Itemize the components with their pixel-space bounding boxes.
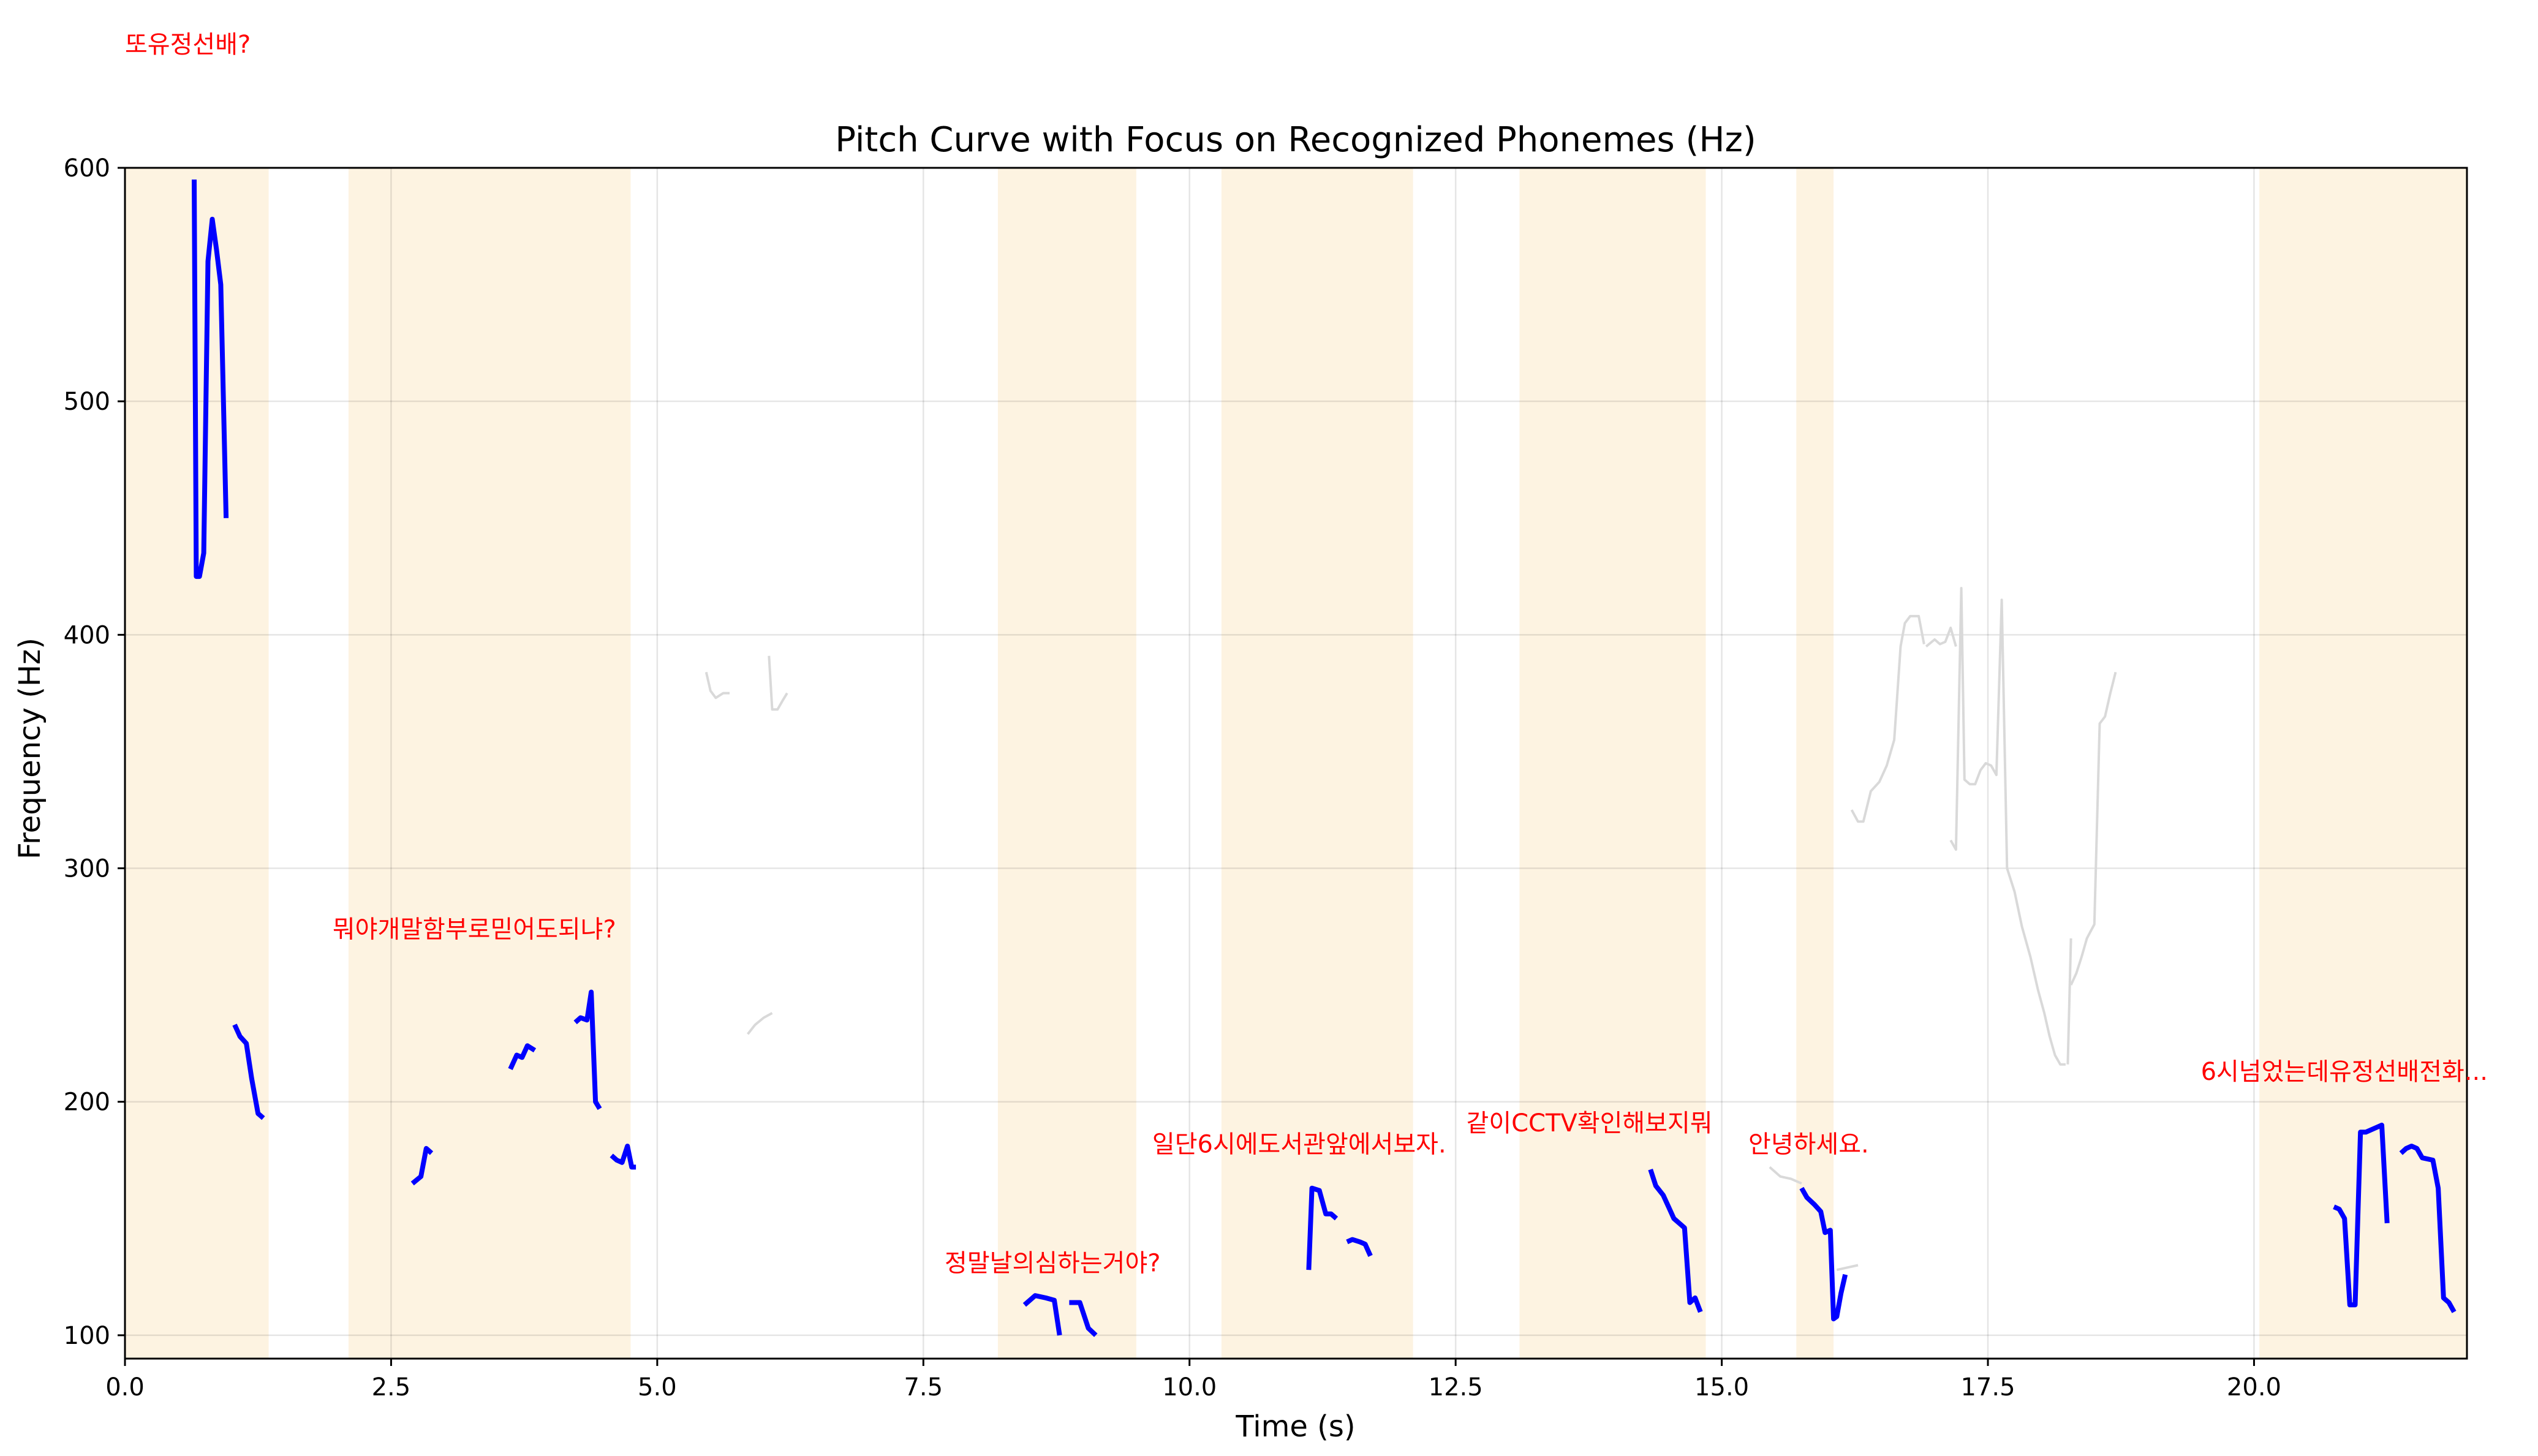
focus-pitch-line-6 [1022, 1293, 1062, 1336]
background-pitch-line-8 [2006, 867, 2066, 1066]
focus-pitch-line-0 [192, 179, 229, 579]
chart-title: Pitch Curve with Focus on Recognized Pho… [835, 120, 1756, 160]
focus-pitch-line-4 [573, 989, 602, 1111]
x-tick-label-8: 20.0 [2227, 1373, 2281, 1401]
x-tick-label-1: 2.5 [372, 1373, 411, 1401]
phoneme-segments [125, 168, 2467, 1359]
y-axis-ticks: 100 200 300 400 500 600 [64, 154, 125, 1350]
background-pitch-line-3 [1769, 1166, 1802, 1185]
annotation-1: 뭐야개말함부로믿어도되냐? [333, 916, 616, 944]
x-tick-label-7: 17.5 [1960, 1373, 2015, 1401]
focus-pitch-line-7 [1069, 1300, 1098, 1337]
focus-pitch-line-13 [2399, 1144, 2457, 1313]
segment-band-4 [1519, 168, 1706, 1359]
y-tick-label-5: 600 [64, 154, 110, 183]
annotation-2: 정말날의심하는거야? [945, 1250, 1160, 1278]
segment-band-5 [1796, 168, 1834, 1359]
segment-band-2 [997, 168, 1136, 1359]
background-pitch-line-2 [747, 1012, 773, 1035]
focus-pitch-line-3 [508, 1043, 537, 1070]
x-tick-label-3: 7.5 [904, 1373, 943, 1401]
focus-pitch-line-11 [1799, 1186, 1848, 1322]
segment-band-3 [1221, 168, 1413, 1359]
background-pitch-line-5 [1850, 614, 1925, 823]
phoneme-annotations: 또유정선배? 뭐야개말함부로믿어도되냐? 정말날의심하는거야? 일단6시에도서관앞에서… [125, 31, 2488, 1278]
annotation-0: 또유정선배? [125, 31, 251, 59]
x-tick-label-4: 10.0 [1162, 1373, 1217, 1401]
background-pitch-line-7 [1949, 587, 2009, 869]
x-tick-label-6: 15.0 [1694, 1373, 1749, 1401]
focus-pitch-line-1 [232, 1024, 265, 1120]
annotation-3: 일단6시에도서관앞에서보자. [1152, 1130, 1446, 1158]
x-tick-label-5: 12.5 [1429, 1373, 1483, 1401]
focus-pitch-line-8 [1306, 1185, 1339, 1270]
x-axis-ticks: 0.0 2.5 5.0 7.5 10.0 12.5 15.0 17.5 20.0 [105, 1359, 2281, 1401]
y-tick-label-3: 400 [64, 621, 110, 649]
segment-band-1 [348, 168, 631, 1359]
focus-pitch-line-9 [1346, 1237, 1373, 1257]
y-tick-label-1: 200 [64, 1088, 110, 1117]
grid-lines [124, 167, 2467, 1359]
y-axis-label: Frequency (Hz) [13, 638, 47, 859]
y-tick-label-0: 100 [64, 1322, 110, 1350]
focus-pitch-series [192, 179, 2457, 1337]
annotation-5: 안녕하세요. [1748, 1130, 1869, 1158]
focus-pitch-line-2 [410, 1145, 434, 1186]
plot-frame [124, 167, 2468, 1360]
focus-pitch-line-10 [1648, 1168, 1703, 1313]
background-pitch-line-10 [2069, 671, 2117, 986]
focus-pitch-line-5 [610, 1144, 636, 1170]
background-pitch-line-6 [1925, 626, 1957, 647]
background-pitch-line-4 [1836, 1264, 1859, 1272]
annotation-6: 6시넘었는데유정선배전화... [2201, 1058, 2488, 1086]
background-pitch-line-1 [768, 655, 788, 711]
x-axis-label: Time (s) [1235, 1409, 1355, 1444]
focus-pitch-line-12 [2333, 1122, 2390, 1308]
background-pitch-series [704, 587, 2117, 1272]
background-pitch-line-9 [2066, 938, 2072, 1065]
y-tick-label-4: 500 [64, 388, 110, 416]
y-tick-label-2: 300 [64, 855, 110, 883]
background-pitch-line-0 [704, 671, 730, 700]
annotation-4: 같이CCTV확인해보지뭐 [1467, 1109, 1713, 1137]
x-tick-label-0: 0.0 [105, 1373, 145, 1401]
x-tick-label-2: 5.0 [638, 1373, 677, 1401]
